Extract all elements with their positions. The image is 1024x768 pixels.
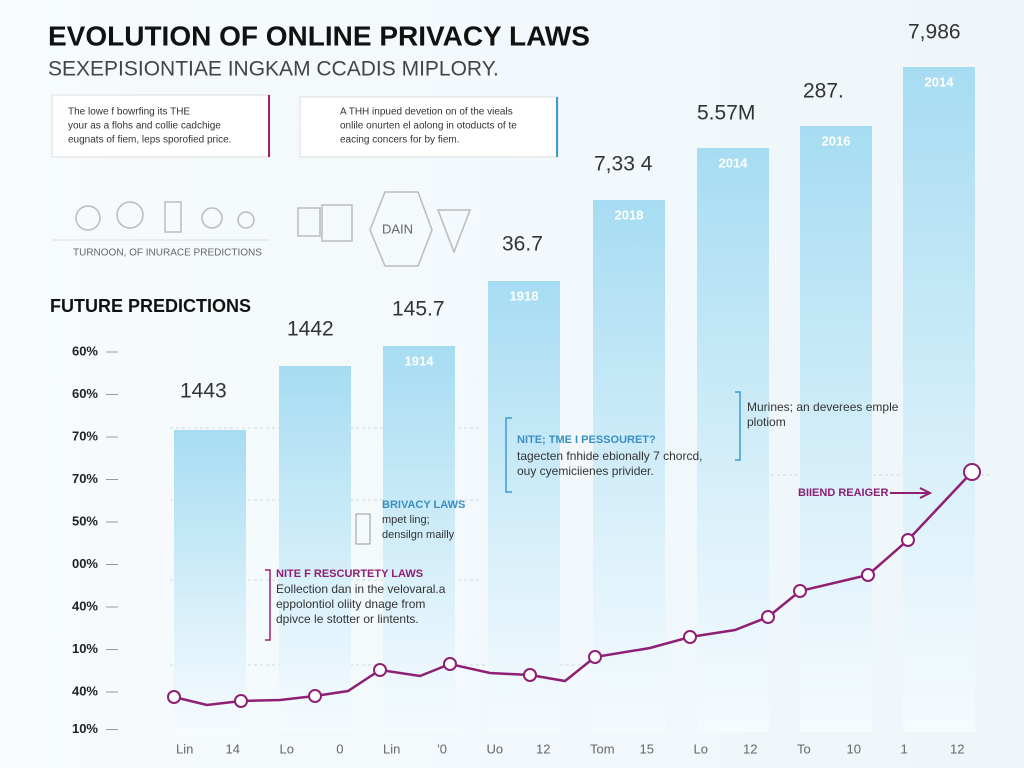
bar bbox=[697, 148, 769, 732]
bar-year: 2018 bbox=[615, 207, 644, 222]
bar-year: 1918 bbox=[510, 288, 539, 303]
x-label: 14 bbox=[226, 741, 240, 756]
x-label: Tom bbox=[590, 741, 615, 756]
trend-point bbox=[963, 463, 981, 481]
annotation-title: BIIEND REAIGER bbox=[798, 487, 889, 499]
bar-label: 5.57M bbox=[697, 102, 755, 125]
text-line: your as a flohs and collie cadchige bbox=[68, 121, 221, 132]
bar-label: 1443 bbox=[180, 380, 227, 403]
trend-point bbox=[443, 657, 457, 671]
bar bbox=[488, 281, 560, 732]
bar bbox=[174, 430, 246, 732]
trend-point bbox=[901, 533, 915, 547]
text-line: tagecten fnhide ebionally 7 chorcd, bbox=[517, 449, 702, 463]
trend-point bbox=[793, 584, 807, 598]
arrow bbox=[890, 487, 933, 499]
bar-year: 2014 bbox=[719, 155, 749, 170]
title: EVOLUTION OF ONLINE PRIVACY LAWS bbox=[48, 20, 590, 51]
trend-point bbox=[373, 663, 387, 677]
text-line: Eollection dan in the velovaral.a bbox=[276, 582, 446, 596]
x-label: Uo bbox=[487, 741, 504, 756]
icon-label: DAIN bbox=[382, 221, 413, 236]
trend-point bbox=[234, 694, 248, 708]
text-line: eppolontiol oliity dnage from bbox=[276, 597, 425, 611]
axis-label: 40% bbox=[72, 683, 98, 698]
subtitle: SEXEPISIONTIAE INGKAM CCADIS MIPLORY. bbox=[48, 58, 499, 81]
x-label: 12 bbox=[743, 741, 757, 756]
trend-point bbox=[761, 610, 775, 624]
text-line: A THH inpued devetion on of the vieals bbox=[340, 107, 513, 118]
bracket bbox=[735, 391, 741, 461]
panel bbox=[299, 96, 559, 158]
bar-year: 2014 bbox=[925, 74, 955, 89]
text-line: Murines; an deverees emple bbox=[747, 400, 899, 414]
panel-footer: TURNOON, OF INURACE PREDICTIONS bbox=[73, 248, 262, 259]
axis-label: 50% bbox=[72, 513, 98, 528]
annotation-title: NITE; TME I PESSOURET? bbox=[517, 434, 656, 446]
text-line: ouy cyemiciienes privider. bbox=[517, 464, 654, 478]
x-label: 1 bbox=[901, 741, 908, 756]
text-line: plotiom bbox=[747, 415, 786, 429]
trend-point bbox=[588, 650, 602, 664]
axis-label: 60% bbox=[72, 343, 98, 358]
text-line: onlile onurten el aolong in otoducts of … bbox=[340, 121, 517, 132]
x-label: Lin bbox=[383, 741, 400, 756]
axis-label: 70% bbox=[72, 471, 98, 486]
bracket bbox=[265, 569, 271, 641]
bar-label: 1442 bbox=[287, 318, 334, 341]
bar bbox=[593, 200, 665, 732]
trend-point bbox=[861, 568, 875, 582]
x-label: Lin bbox=[176, 741, 193, 756]
axis-label: 10% bbox=[72, 641, 98, 656]
annotation-title: BRIVACY LAWS bbox=[382, 499, 465, 511]
text-line: dpivce le stotter or lintents. bbox=[276, 612, 419, 626]
bar-label: 145.7 bbox=[392, 298, 445, 321]
bar bbox=[279, 366, 351, 732]
text-line: densilgn mailly bbox=[382, 529, 455, 541]
text-line: The lowe f bowrfing its THE bbox=[68, 107, 190, 118]
bar bbox=[800, 126, 872, 732]
trend-point bbox=[683, 630, 697, 644]
x-label: 12 bbox=[950, 741, 964, 756]
bar-label: 7,986 bbox=[908, 21, 961, 44]
axis-label: 10% bbox=[72, 721, 98, 736]
chart-heading: FUTURE PREDICTIONS bbox=[50, 296, 251, 316]
text-line: eugnats of fiem, leps sporofied price. bbox=[68, 135, 231, 146]
bracket bbox=[505, 417, 512, 493]
panel bbox=[51, 94, 271, 158]
bar bbox=[903, 67, 975, 732]
axis-label: 40% bbox=[72, 598, 98, 613]
bar-label: 7,33 4 bbox=[594, 153, 653, 176]
annotation-title: NITE F RESCURTETY LAWS bbox=[276, 568, 423, 580]
trend-point bbox=[308, 689, 322, 703]
x-label: 12 bbox=[536, 741, 550, 756]
annotation-icon bbox=[355, 513, 371, 545]
icons bbox=[75, 191, 472, 267]
trend-point bbox=[167, 690, 181, 704]
bar-label: 36.7 bbox=[502, 233, 543, 256]
trend-point bbox=[523, 668, 537, 682]
text-line: mpet ling; bbox=[382, 514, 430, 526]
bar-year: 2016 bbox=[822, 133, 851, 148]
axis-label: 70% bbox=[72, 428, 98, 443]
x-label: Lo bbox=[694, 741, 708, 756]
axis-label: 00% bbox=[72, 556, 98, 571]
bar-label: 287. bbox=[803, 80, 844, 103]
x-label: To bbox=[797, 741, 811, 756]
text-line: eacing concers for by fiem. bbox=[340, 135, 460, 146]
x-label: Lo bbox=[280, 741, 294, 756]
bar-year: 1914 bbox=[405, 353, 435, 368]
x-label: 10 bbox=[847, 741, 861, 756]
x-label: 0 bbox=[336, 741, 343, 756]
x-label: 15 bbox=[640, 741, 654, 756]
axis-label: 60% bbox=[72, 386, 98, 401]
x-label: '0 bbox=[437, 741, 447, 756]
